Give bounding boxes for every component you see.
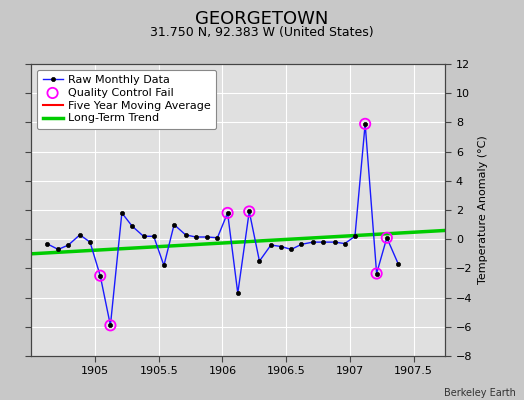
Quality Control Fail [245, 208, 254, 215]
Quality Control Fail [106, 322, 115, 328]
Raw Monthly Data [246, 209, 253, 214]
Raw Monthly Data [129, 224, 135, 228]
Raw Monthly Data [352, 234, 358, 239]
Text: Berkeley Earth: Berkeley Earth [444, 388, 516, 398]
Raw Monthly Data [362, 122, 368, 126]
Text: 31.750 N, 92.383 W (United States): 31.750 N, 92.383 W (United States) [150, 26, 374, 39]
Raw Monthly Data [384, 235, 390, 240]
Raw Monthly Data [288, 247, 294, 252]
Raw Monthly Data [224, 210, 231, 215]
Quality Control Fail [223, 210, 232, 216]
Raw Monthly Data [65, 243, 71, 248]
Raw Monthly Data [193, 235, 199, 240]
Raw Monthly Data [150, 234, 157, 239]
Raw Monthly Data [43, 241, 50, 246]
Raw Monthly Data [235, 291, 241, 296]
Raw Monthly Data [119, 210, 125, 215]
Raw Monthly Data [278, 244, 284, 249]
Raw Monthly Data [332, 240, 338, 244]
Raw Monthly Data [140, 234, 147, 239]
Raw Monthly Data [256, 259, 263, 264]
Raw Monthly Data [171, 222, 177, 227]
Raw Monthly Data [97, 273, 103, 278]
Y-axis label: Temperature Anomaly (°C): Temperature Anomaly (°C) [478, 136, 488, 284]
Raw Monthly Data [298, 242, 304, 247]
Raw Monthly Data [268, 243, 274, 248]
Raw Monthly Data [214, 235, 221, 240]
Legend: Raw Monthly Data, Quality Control Fail, Five Year Moving Average, Long-Term Tren: Raw Monthly Data, Quality Control Fail, … [37, 70, 216, 129]
Quality Control Fail [383, 234, 391, 241]
Quality Control Fail [361, 121, 369, 127]
Quality Control Fail [96, 272, 104, 279]
Raw Monthly Data [342, 241, 348, 246]
Line: Raw Monthly Data: Raw Monthly Data [45, 122, 400, 328]
Text: GEORGETOWN: GEORGETOWN [195, 10, 329, 28]
Raw Monthly Data [77, 232, 83, 237]
Raw Monthly Data [204, 235, 210, 240]
Raw Monthly Data [182, 232, 189, 237]
Raw Monthly Data [107, 323, 114, 328]
Quality Control Fail [373, 270, 381, 277]
Raw Monthly Data [395, 262, 401, 266]
Raw Monthly Data [55, 247, 61, 252]
Raw Monthly Data [161, 263, 167, 268]
Raw Monthly Data [374, 271, 380, 276]
Raw Monthly Data [87, 240, 93, 244]
Raw Monthly Data [320, 240, 326, 244]
Raw Monthly Data [310, 240, 316, 244]
